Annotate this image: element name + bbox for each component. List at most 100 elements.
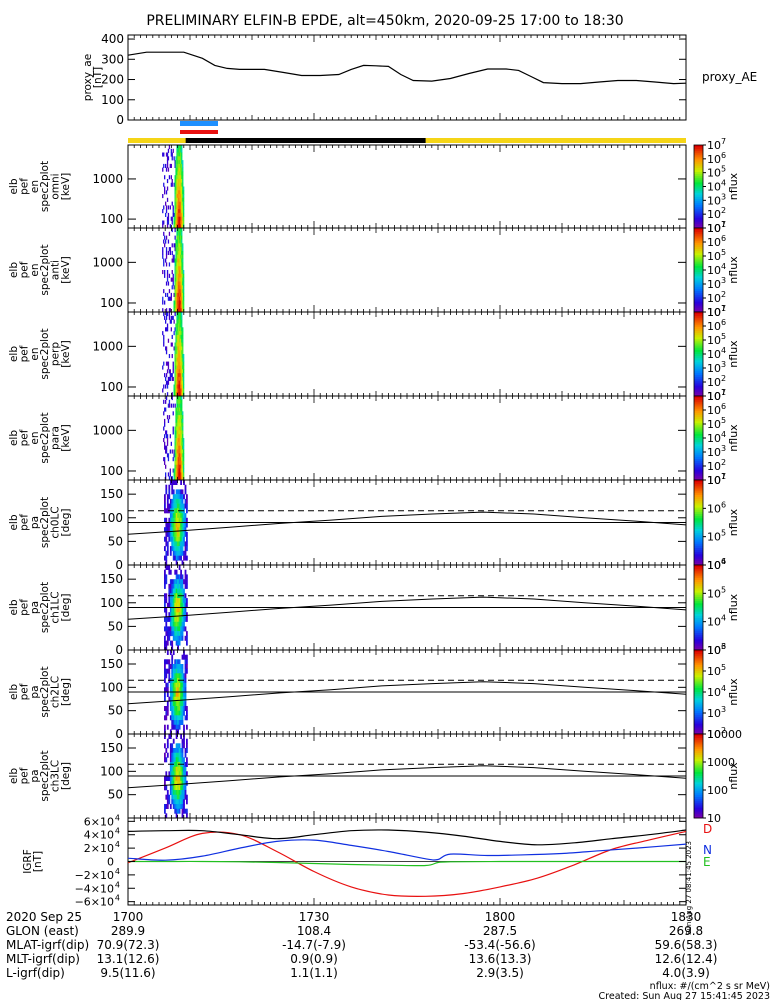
colorbar-segment <box>694 543 703 547</box>
spectrogram-cell <box>168 399 171 404</box>
spectrogram-cell <box>175 361 177 366</box>
spectrogram-cell <box>181 445 183 450</box>
colorbar-segment <box>694 514 703 517</box>
spectrogram-cell <box>180 460 182 465</box>
y-tick-label: 4×10 <box>84 829 114 842</box>
spectrogram-cell <box>171 631 174 637</box>
spectrogram-cell <box>183 757 185 763</box>
spectrogram-cell <box>181 357 183 362</box>
spectrogram-cell <box>177 369 179 374</box>
spectrogram-cell <box>180 171 182 176</box>
spectrogram-cell <box>179 415 181 420</box>
y-axis-label: elb <box>8 514 20 530</box>
y-tick-label: 150 <box>100 572 123 586</box>
spectrogram-cell <box>178 369 180 374</box>
spectrogram-cell <box>170 292 172 297</box>
colorbar-segment <box>694 389 703 393</box>
colorbar-segment <box>694 322 703 325</box>
spectrogram-cell <box>174 277 176 282</box>
spectrogram-cell <box>177 771 179 777</box>
spectrogram-cell <box>166 434 169 439</box>
spectrogram-cell <box>177 579 179 585</box>
eclipse-bar <box>185 138 426 143</box>
spectrogram-cell <box>174 175 176 180</box>
spectrogram-cell <box>182 468 184 473</box>
colorbar-segment <box>694 242 703 246</box>
spectrogram-cell <box>163 334 165 339</box>
colorbar-tick-label: 100 <box>707 784 728 797</box>
spectrogram-cell <box>174 588 177 594</box>
spectrogram-cell <box>172 550 175 556</box>
colorbar-segment <box>694 244 703 248</box>
spectrogram-cell <box>181 228 183 233</box>
spectrogram-cell <box>168 536 171 542</box>
colorbar-segment <box>694 692 703 695</box>
spectrogram-cell <box>184 696 187 702</box>
spectrogram-cell <box>171 182 173 187</box>
colorbar-segment <box>694 295 703 298</box>
spectrogram-cell <box>174 476 176 481</box>
spectrogram-cell <box>166 531 169 537</box>
spectrogram-cell <box>176 350 178 355</box>
spectrogram-cell <box>172 480 175 485</box>
spectrogram-cell <box>180 380 182 385</box>
spectrogram-cell <box>186 799 188 805</box>
spectrogram-cell <box>180 300 182 305</box>
spectrogram-cell <box>177 426 179 431</box>
spectrogram-cell <box>179 304 181 309</box>
colorbar-segment <box>694 560 703 564</box>
spectrogram-cell <box>169 650 172 655</box>
spectrogram-cell <box>171 645 174 651</box>
spectrogram-cell <box>164 517 166 523</box>
spectrogram-cell <box>170 182 172 187</box>
spectrogram-cell <box>180 239 182 244</box>
spectrogram-cell <box>168 484 171 490</box>
spectrogram-cell <box>180 457 182 462</box>
spectrogram-cell <box>180 361 182 366</box>
spectrogram-cell <box>168 415 171 420</box>
spectrogram-cell <box>165 785 168 791</box>
spectrogram-cell <box>165 308 168 313</box>
spectrogram-cell <box>177 209 179 214</box>
spectrogram-cell <box>181 771 184 777</box>
spectrogram-cell <box>169 598 172 604</box>
spectrogram-cell <box>176 334 178 339</box>
spectrogram-cell <box>179 449 181 454</box>
spectrogram-cell <box>176 468 178 473</box>
colorbar-segment <box>694 234 703 237</box>
spectrogram-cell <box>181 748 184 753</box>
spectrogram-cell <box>186 654 188 660</box>
spectrogram-cell <box>165 616 168 622</box>
spectrogram-cell <box>165 327 167 332</box>
spectrogram-cell <box>173 216 175 221</box>
spectrogram-cell <box>168 673 171 679</box>
colorbar-segment <box>694 398 703 401</box>
colorbar-segment <box>694 509 703 513</box>
colorbar-label: nflux <box>727 762 740 790</box>
colorbar-segment <box>694 444 703 447</box>
spectrogram-cell <box>168 776 171 781</box>
colorbar-segment <box>694 725 703 729</box>
colorbar-segment <box>694 594 703 598</box>
spectrogram-cell <box>177 247 179 252</box>
spectrogram-cell <box>174 376 176 381</box>
colorbar-segment <box>694 433 703 437</box>
spectrogram-cell <box>174 430 176 435</box>
spectrogram-cell <box>166 682 169 688</box>
spectrogram-cell <box>176 205 178 210</box>
colorbar-segment <box>694 198 703 202</box>
spectrogram-cell <box>175 729 178 735</box>
spectrogram-cell <box>182 300 184 305</box>
spectrogram-cell <box>180 365 182 370</box>
spectrogram-cell <box>181 790 184 795</box>
spectrogram-cell <box>180 270 182 275</box>
spectrogram-cell <box>167 281 170 286</box>
spectrogram-cell <box>181 350 183 355</box>
spectrogram-cell <box>165 574 168 580</box>
spectrogram-cell <box>177 422 179 427</box>
colorbar-segment <box>694 223 703 227</box>
spectrogram-cell <box>180 799 182 805</box>
colorbar-segment <box>694 404 703 407</box>
spectrogram-cell <box>181 209 183 214</box>
